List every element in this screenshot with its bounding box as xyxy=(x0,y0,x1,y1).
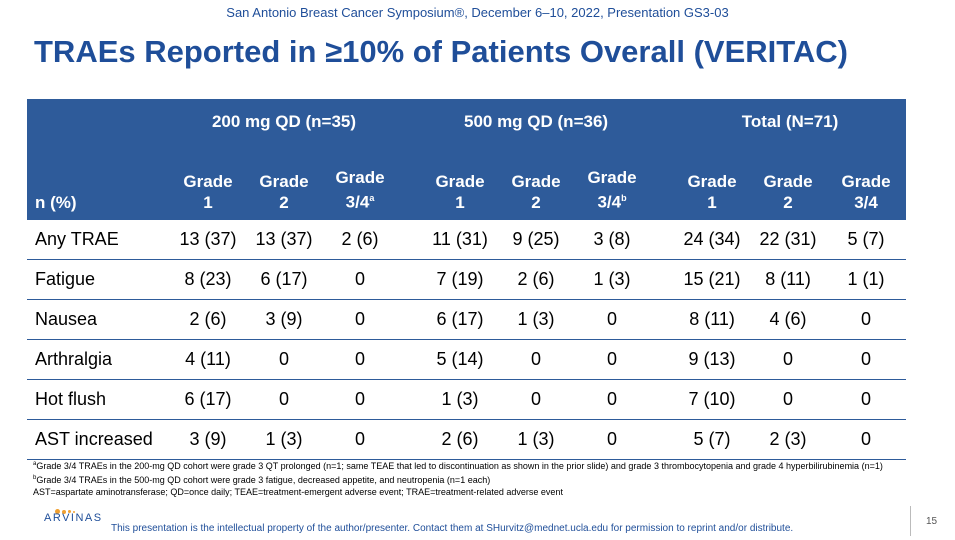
page-number: 15 xyxy=(926,516,938,527)
table-cell: 13 (37) xyxy=(246,219,322,260)
row-header-n-percent: n (%) xyxy=(27,144,170,220)
grade-header: Grade 1 xyxy=(170,144,246,220)
table-cell: 1 (3) xyxy=(498,419,575,460)
table-cell: 0 xyxy=(246,379,322,420)
table-cell: 1 (3) xyxy=(422,379,499,420)
table-cell: 1 (1) xyxy=(826,259,907,300)
conference-line: San Antonio Breast Cancer Symposium®, De… xyxy=(226,5,729,20)
table-cell: 5 (7) xyxy=(674,419,751,460)
grade-header: Grade 2 xyxy=(246,144,322,220)
disclaimer: This presentation is the intellectual pr… xyxy=(111,523,794,534)
table-cell: 0 xyxy=(574,339,651,380)
table-cell: 22 (31) xyxy=(750,219,827,260)
table-cell: 2 (6) xyxy=(170,299,246,340)
table-cell: 1 (3) xyxy=(574,259,651,300)
table-cell: 2 (6) xyxy=(498,259,575,300)
grade-header: Grade 1 xyxy=(422,144,499,220)
footnote-abbreviations: AST=aspartate aminotransferase; QD=once … xyxy=(33,487,563,497)
table-cell: 0 xyxy=(498,339,575,380)
row-label: Nausea xyxy=(27,299,170,340)
row-label: Any TRAE xyxy=(27,219,170,260)
table-cell: 0 xyxy=(826,299,907,340)
table-cell: 15 (21) xyxy=(674,259,751,300)
table-cell: 8 (11) xyxy=(674,299,751,340)
table-cell: 13 (37) xyxy=(170,219,246,260)
table-row: Any TRAE 13 (37) 13 (37) 2 (6) 11 (31) 9 (25)… xyxy=(27,219,907,260)
table-cell: 0 xyxy=(322,419,399,460)
table-cell: 6 (17) xyxy=(422,299,499,340)
group-header-total: Total (N=71) xyxy=(674,99,907,144)
row-label: Fatigue xyxy=(27,259,170,300)
table-cell: 8 (23) xyxy=(170,259,246,300)
table-cell: 0 xyxy=(750,379,827,420)
table-cell: 4 (6) xyxy=(750,299,827,340)
table-cell: 0 xyxy=(574,379,651,420)
grade-header: Grade 2 xyxy=(498,144,575,220)
grade-header: Grade 1 xyxy=(674,144,751,220)
table-cell: 11 (31) xyxy=(422,219,499,260)
group-header-500mg: 500 mg QD (n=36) xyxy=(422,99,651,144)
arvinas-logo-dots-icon xyxy=(55,503,77,521)
table-cell: 0 xyxy=(574,299,651,340)
table-row: AST increased 3 (9) 1 (3) 0 2 (6) 1 (3) 0 5 (7)… xyxy=(27,419,907,460)
arvinas-logo: ARVINAS xyxy=(44,512,103,524)
footnotes: aGrade 3/4 TRAEs in the 200-mg QD cohort… xyxy=(33,458,883,498)
table-cell: 0 xyxy=(826,419,907,460)
grade-header: Grade 3/4a xyxy=(322,144,399,220)
group-header-200mg: 200 mg QD (n=35) xyxy=(170,99,399,144)
table-cell: 4 (11) xyxy=(170,339,246,380)
table-cell: 0 xyxy=(322,379,399,420)
grade-header: Grade 2 xyxy=(750,144,827,220)
grade-header: Grade 3/4b xyxy=(574,144,651,220)
trae-table: 200 mg QD (n=35) 500 mg QD (n=36) Total … xyxy=(27,99,907,460)
table-cell: 5 (7) xyxy=(826,219,907,260)
table-cell: 24 (34) xyxy=(674,219,751,260)
table-row: Arthralgia 4 (11) 0 0 5 (14) 0 0 9 (13) 0 0 xyxy=(27,339,907,380)
row-label: AST increased xyxy=(27,419,170,460)
grade-header: Grade 3/4 xyxy=(826,144,907,220)
table-cell: 0 xyxy=(574,419,651,460)
table-row: Nausea 2 (6) 3 (9) 0 6 (17) 1 (3) 0 8 (11) 4 (6)… xyxy=(27,299,907,340)
table-cell: 0 xyxy=(322,339,399,380)
table-cell: 2 (3) xyxy=(750,419,827,460)
table-cell: 6 (17) xyxy=(246,259,322,300)
slide-title: TRAEs Reported in ≥10% of Patients Overa… xyxy=(34,34,848,69)
table-cell: 0 xyxy=(322,259,399,300)
table-cell: 0 xyxy=(826,339,907,380)
table-cell: 0 xyxy=(322,299,399,340)
row-label: Arthralgia xyxy=(27,339,170,380)
table-cell: 2 (6) xyxy=(322,219,399,260)
table-cell: 1 (3) xyxy=(246,419,322,460)
table-cell: 0 xyxy=(750,339,827,380)
table-cell: 3 (8) xyxy=(574,219,651,260)
table-cell: 3 (9) xyxy=(246,299,322,340)
table-cell: 0 xyxy=(246,339,322,380)
table-cell: 0 xyxy=(826,379,907,420)
table-cell: 2 (6) xyxy=(422,419,499,460)
table-cell: 1 (3) xyxy=(498,299,575,340)
table-row: Fatigue 8 (23) 6 (17) 0 7 (19) 2 (6) 1 (3) 15 (… xyxy=(27,259,907,300)
table-row: Hot flush 6 (17) 0 0 1 (3) 0 0 7 (10) 0 0 xyxy=(27,379,907,420)
table-cell: 3 (9) xyxy=(170,419,246,460)
footnote-b: bGrade 3/4 TRAEs in the 500-mg QD cohort… xyxy=(33,475,491,485)
table-cell: 9 (25) xyxy=(498,219,575,260)
table-cell: 8 (11) xyxy=(750,259,827,300)
footer-divider xyxy=(910,506,911,536)
table-cell: 7 (19) xyxy=(422,259,499,300)
table-cell: 6 (17) xyxy=(170,379,246,420)
table-cell: 7 (10) xyxy=(674,379,751,420)
table-cell: 0 xyxy=(498,379,575,420)
table-cell: 5 (14) xyxy=(422,339,499,380)
row-label: Hot flush xyxy=(27,379,170,420)
table-cell: 9 (13) xyxy=(674,339,751,380)
footnote-a: aGrade 3/4 TRAEs in the 200-mg QD cohort… xyxy=(33,461,883,471)
